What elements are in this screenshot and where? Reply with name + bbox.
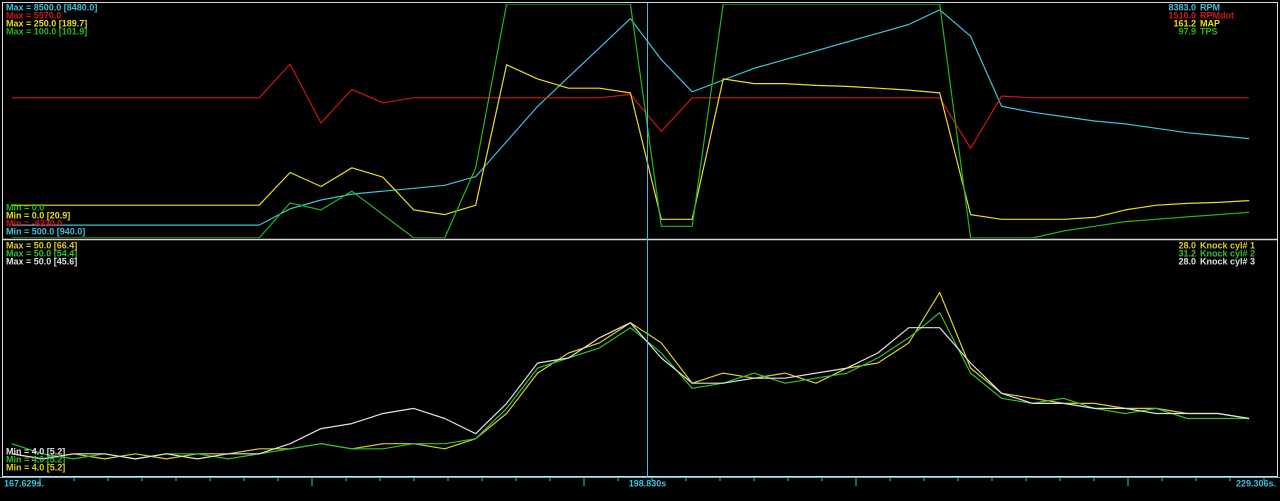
cursor-value: 97.9 [1178, 26, 1196, 36]
min-label: Min = 4.0 [5.2] [6, 454, 65, 464]
channel-name: RPMdot [1200, 10, 1234, 20]
cursor-value: 1510.0 [1168, 10, 1196, 20]
cursor-time: 198.830s [629, 478, 667, 488]
channel-name: Knock cyl# 2 [1200, 248, 1255, 258]
traces [11, 291, 1250, 460]
channel-name: Knock cyl# 1 [1200, 240, 1255, 250]
time-strip [0, 477, 1280, 501]
min-label: Min = 0.0 [6, 202, 44, 212]
max-label: Max = 50.0 [54.4] [6, 248, 77, 258]
max-label: Max = 250.0 [189.7] [6, 18, 87, 28]
cursor-value: 28.0 [1178, 256, 1196, 266]
panel: Max = 50.0 [66.4] 28.0 Knock cyl# 1 Max = 5… [6, 240, 1255, 472]
channel-name: MAP [1200, 18, 1220, 28]
cursor-value: 31.2 [1178, 248, 1196, 258]
cursor-value: 8383.0 [1168, 2, 1196, 12]
time-strip-ticks [39, 478, 1265, 486]
min-label: Min = 4.0 [5.2] [6, 446, 65, 456]
trace [11, 4, 1250, 238]
frame [2, 2, 1278, 477]
cursor-value: 28.0 [1178, 240, 1196, 250]
max-label: Max = 50.0 [66.4] [6, 240, 77, 250]
min-label: Min = 4.0 [5.2] [6, 462, 65, 472]
channel-name: TPS [1200, 26, 1218, 36]
traces [11, 4, 1250, 238]
max-label: Max = 100.0 [101.9] [6, 26, 87, 36]
min-label: Min = 0.0 [20.9] [6, 210, 70, 220]
max-label: Max = 5570.0 [6, 10, 61, 20]
max-label: Max = 50.0 [45.6] [6, 256, 77, 266]
min-label: Min = -8330.0 [6, 218, 62, 228]
channel-name: Knock cyl# 3 [1200, 256, 1255, 266]
trace [11, 9, 1250, 226]
channel-name: RPM [1200, 2, 1220, 12]
trace [11, 64, 1250, 220]
trace [11, 322, 1250, 460]
end-time: 229.306s. [1236, 478, 1276, 488]
layers: Max = 8500.0 [8480.0] 8383.0 RPM Max = 5570… [4, 2, 1276, 488]
cursor-value: 161.2 [1173, 18, 1196, 28]
panel: Max = 8500.0 [8480.0] 8383.0 RPM Max = 5570… [6, 2, 1250, 238]
trace [11, 312, 1250, 460]
max-label: Max = 8500.0 [8480.0] [6, 2, 97, 12]
start-time: 167.629s. [4, 478, 44, 488]
min-label: Min = 500.0 [940.0] [6, 226, 85, 236]
